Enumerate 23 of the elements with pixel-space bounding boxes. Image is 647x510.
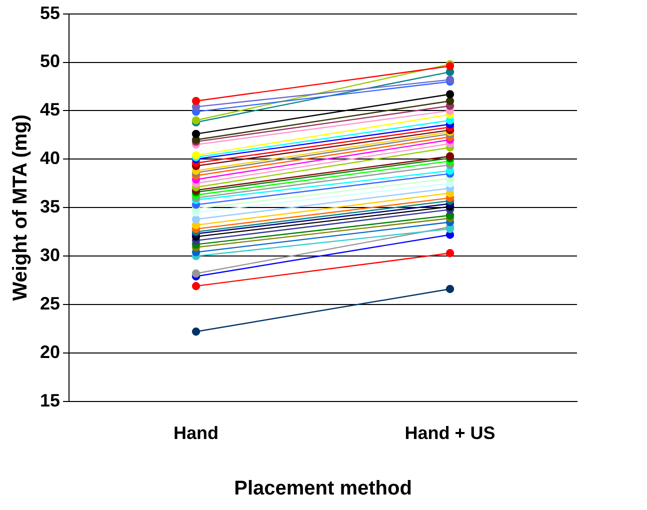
x-axis-title: Placement method <box>234 478 412 500</box>
point <box>446 249 454 258</box>
point <box>192 269 200 278</box>
point <box>192 130 200 138</box>
point <box>192 328 200 336</box>
y-tick-label: 40 <box>40 148 60 168</box>
x-tick-label: Hand <box>174 423 219 444</box>
y-tick-label: 35 <box>40 196 60 217</box>
y-tick-label: 45 <box>40 100 60 120</box>
y-tick-label: 55 <box>40 2 60 23</box>
point <box>446 90 454 98</box>
y-tick-label: 25 <box>40 293 60 314</box>
point <box>446 96 454 106</box>
y-tick-label: 30 <box>40 245 60 266</box>
point <box>192 215 200 224</box>
point <box>192 96 200 106</box>
y-tick-label: 20 <box>40 342 60 362</box>
y-axis-title: Weight of MTA (mg) <box>10 114 32 301</box>
point <box>446 284 454 294</box>
x-tick-label: Hand + US <box>404 423 496 444</box>
y-tick-label: 50 <box>40 51 60 72</box>
y-tick-label: 15 <box>40 390 60 410</box>
point <box>192 282 200 290</box>
